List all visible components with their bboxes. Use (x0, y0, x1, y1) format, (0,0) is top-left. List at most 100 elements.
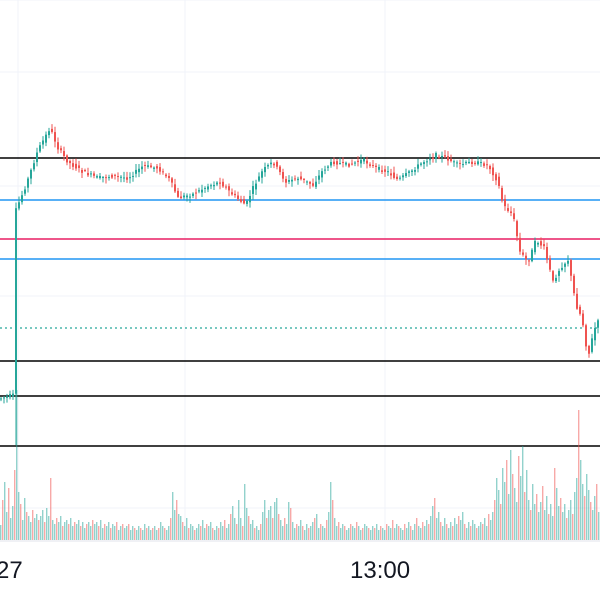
volume-bar (106, 526, 108, 540)
candle-body (534, 240, 536, 253)
candle-body (66, 155, 68, 163)
candle-body (165, 174, 167, 177)
candle-body (429, 159, 431, 161)
candle-body (288, 180, 290, 182)
volume-bar (100, 520, 102, 540)
candle-body (105, 177, 107, 179)
candle-body (354, 162, 356, 164)
volume-bar (2, 500, 4, 540)
volume-bar (406, 528, 408, 540)
candle-body (342, 161, 344, 163)
candle-body (507, 208, 509, 211)
candle-body (357, 160, 359, 162)
volume-bar (456, 524, 458, 540)
volume-bar (358, 526, 360, 540)
volume-bar (80, 526, 82, 540)
candle-body (72, 163, 74, 167)
volume-bar (72, 526, 74, 540)
candle-body (75, 163, 77, 169)
candle-body (567, 260, 569, 264)
candle-body (300, 176, 302, 180)
volume-bar (290, 508, 292, 540)
volume-bar (172, 492, 174, 540)
candle-body (6, 396, 8, 398)
volume-bar (516, 502, 518, 540)
candle-body (84, 170, 86, 172)
candle-body (471, 161, 473, 164)
volume-bar (464, 524, 466, 540)
candle-body (582, 313, 584, 326)
volume-bar (114, 526, 116, 540)
candle-body (417, 164, 419, 169)
volume-bar (270, 506, 272, 540)
candle-body (228, 186, 230, 191)
volume-bar (248, 516, 250, 540)
volume-bar (322, 526, 324, 540)
volume-bar (468, 522, 470, 540)
volume-bar (574, 492, 576, 540)
volume-bar (490, 520, 492, 540)
volume-bar (178, 514, 180, 540)
volume-bar (276, 498, 278, 540)
volume-bar (42, 510, 44, 540)
volume-bar (428, 524, 430, 540)
candle-body (132, 175, 134, 177)
volume-bar (400, 528, 402, 540)
volume-bar (492, 512, 494, 540)
volume-bar (596, 484, 598, 540)
volume-bar (482, 524, 484, 540)
volume-bar (476, 528, 478, 540)
volume-bar (302, 526, 304, 540)
volume-bar (66, 520, 68, 540)
volume-bar (440, 522, 442, 540)
volume-bar (424, 526, 426, 540)
candle-body (450, 159, 452, 162)
candle-body (189, 196, 191, 198)
volume-bar (288, 502, 290, 540)
candle-body (102, 176, 104, 178)
candle-body (174, 184, 176, 192)
candle-body (453, 161, 455, 163)
candle-body (540, 241, 542, 246)
candle-body (393, 172, 395, 178)
volume-bar (184, 526, 186, 540)
candle-body (99, 176, 101, 179)
volume-bar (126, 526, 128, 540)
candle-body (489, 165, 491, 170)
volume-bar (286, 524, 288, 540)
volume-bar (526, 470, 528, 540)
candle-body (456, 162, 458, 164)
volume-bar (306, 524, 308, 540)
volume-bar (296, 524, 298, 540)
volume-bar (462, 512, 464, 540)
volume-bar (478, 526, 480, 540)
volume-bar (292, 522, 294, 540)
candle-body (498, 176, 500, 186)
volume-bar (318, 528, 320, 540)
volume-bar (64, 522, 66, 540)
volume-bar (466, 528, 468, 540)
volume-bar (170, 518, 172, 540)
volume-bar (202, 520, 204, 540)
candle-body (246, 200, 248, 204)
candle-body (561, 267, 563, 270)
volume-bar (130, 530, 132, 540)
volume-bar (238, 500, 240, 540)
volume-bar (556, 488, 558, 540)
volume-bar (314, 518, 316, 540)
candle-body (597, 320, 599, 328)
candle-body (474, 162, 476, 164)
candle-body (42, 140, 44, 145)
candle-body (336, 161, 338, 165)
volume-bar (436, 518, 438, 540)
candle-body (96, 176, 98, 178)
volume-bar (20, 504, 22, 540)
volume-bar (220, 522, 222, 540)
candle-body (492, 167, 494, 176)
candle-body (339, 162, 341, 164)
volume-bar (388, 526, 390, 540)
candle-body (549, 258, 551, 270)
candle-body (483, 163, 485, 166)
volume-bar (12, 506, 14, 540)
candle-body (30, 169, 32, 179)
